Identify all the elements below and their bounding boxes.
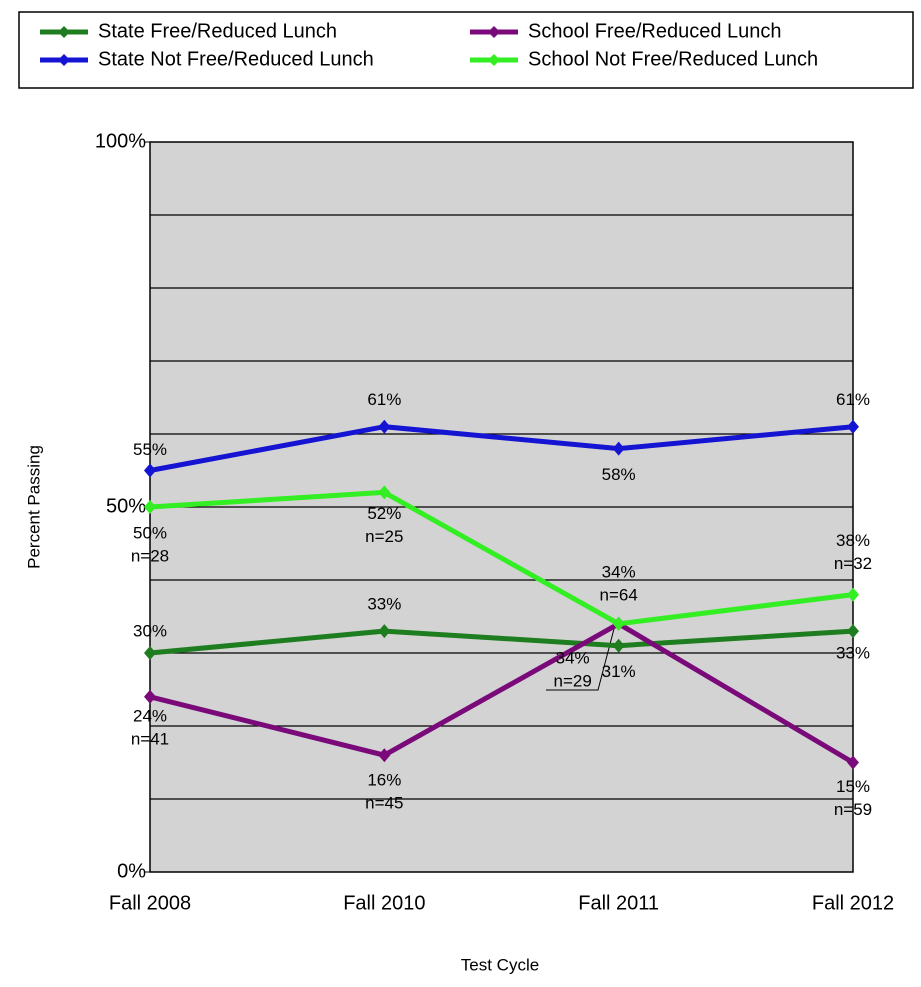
n-label: n=25 [365, 527, 403, 546]
data-label: 30% [133, 621, 167, 640]
series-line [149, 628, 854, 656]
legend-label: School Free/Reduced Lunch [528, 20, 782, 42]
point-marker [144, 689, 156, 704]
data-label: 33% [836, 644, 870, 663]
legend-label: State Free/Reduced Lunch [98, 20, 337, 42]
data-label: 16% [367, 771, 401, 790]
data-label: 55% [133, 440, 167, 459]
point-marker [378, 624, 391, 639]
y-tick-label: 0% [117, 860, 146, 882]
point-marker [144, 463, 156, 478]
data-label: 50% [133, 523, 167, 542]
data-label: 15% [836, 777, 870, 796]
x-axis-title: Test Cycle [461, 955, 539, 974]
point-marker [847, 419, 859, 434]
series-line [149, 620, 855, 765]
point-marker [847, 755, 859, 770]
data-label: 61% [367, 390, 401, 409]
data-label: 52% [367, 504, 401, 523]
x-tick-label: Fall 2008 [109, 892, 191, 914]
legend-marker [488, 26, 500, 38]
data-label: 33% [367, 595, 401, 614]
legend-box [18, 11, 914, 89]
point-marker [612, 638, 625, 653]
point-marker [847, 587, 859, 602]
point-marker [378, 748, 391, 763]
point-marker [612, 616, 625, 631]
y-axis-title: Percent Passing [24, 445, 43, 569]
data-label: 38% [836, 531, 870, 550]
y-tick-label: 50% [106, 495, 146, 517]
point-marker [378, 419, 391, 434]
legend-marker [58, 54, 70, 66]
point-marker [847, 624, 859, 639]
legend-label: State Not Free/Reduced Lunch [98, 48, 374, 70]
point-marker [612, 441, 625, 456]
x-tick-label: Fall 2010 [343, 892, 425, 914]
data-label: 61% [836, 390, 870, 409]
series-line [149, 424, 854, 473]
point-marker [144, 500, 156, 514]
n-label: n=59 [834, 800, 872, 819]
point-marker [144, 646, 156, 660]
data-label: 24% [133, 706, 167, 725]
legend-label: School Not Free/Reduced Lunch [528, 48, 818, 70]
x-tick-label: Fall 2012 [812, 892, 894, 914]
n-label: n=64 [600, 585, 638, 604]
n-label: n=41 [131, 729, 169, 748]
n-label: n=28 [131, 546, 169, 565]
n-label: n=32 [834, 554, 872, 573]
y-tick-label: 100% [95, 130, 146, 152]
point-marker [378, 485, 391, 500]
n-label: n=29 [554, 671, 592, 690]
data-label: 34% [556, 648, 590, 667]
n-label: n=45 [365, 794, 403, 813]
x-tick-label: Fall 2011 [578, 892, 659, 914]
series-line [149, 489, 854, 627]
data-label: 31% [602, 662, 636, 681]
data-label: 34% [602, 562, 636, 581]
legend-marker [58, 26, 70, 38]
data-label: 58% [602, 465, 636, 484]
legend-marker [488, 54, 500, 66]
